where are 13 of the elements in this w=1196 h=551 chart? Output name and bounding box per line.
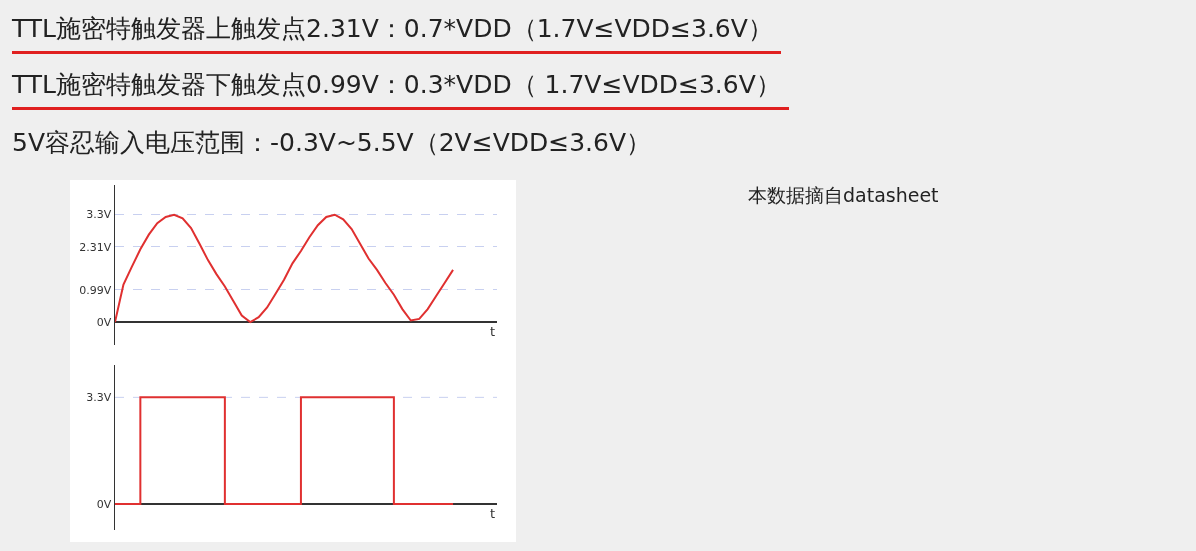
text: 5V容忍输入电压范围：-0.3V~5.5V（2V≤VDD≤3.6V） bbox=[12, 127, 652, 159]
text: TTL施密特触发器下触发点0.99V：0.3*VDD（ 1.7V≤VDD≤3.6V） bbox=[12, 68, 789, 110]
y-tick-label: 3.3V bbox=[86, 208, 112, 222]
y-tick-label: 2.31V bbox=[79, 240, 112, 254]
text: 本数据摘自datasheet bbox=[748, 183, 939, 208]
text: TTL施密特触发器上触发点2.31V：0.7*VDD（1.7V≤VDD≤3.6V） bbox=[12, 12, 781, 54]
x-axis-title: t bbox=[490, 506, 496, 521]
x-axis-title: t bbox=[490, 324, 496, 339]
y-tick-label: 0V bbox=[96, 315, 112, 329]
line-series bbox=[115, 213, 455, 324]
y-tick-label: 0.99V bbox=[79, 283, 112, 297]
y-tick-label: 3.3V bbox=[86, 391, 112, 405]
y-tick-label: 0V bbox=[96, 497, 112, 511]
